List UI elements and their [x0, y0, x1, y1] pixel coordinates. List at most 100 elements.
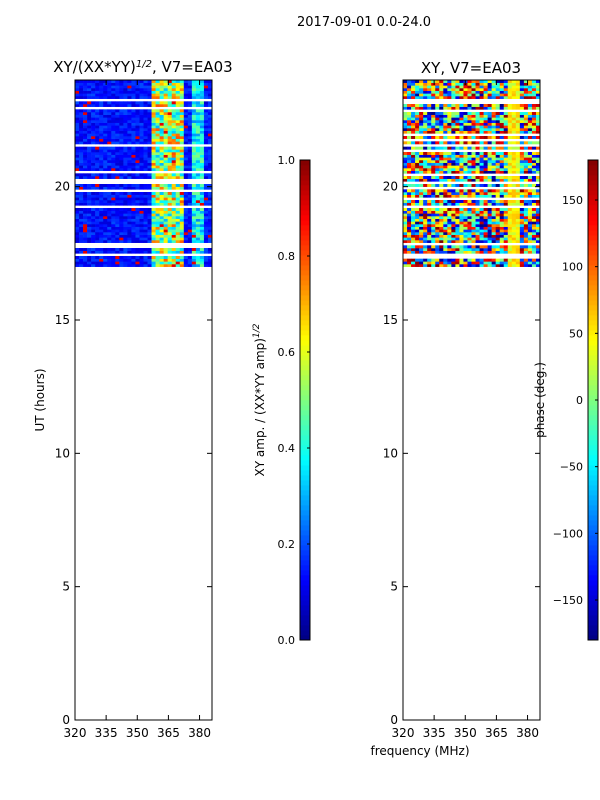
- right-heatmap-cell: [403, 82, 408, 86]
- right-heatmap-cell: [511, 128, 517, 131]
- phase-colorbar-swatch: [588, 575, 598, 581]
- left-heatmap-cell: [139, 80, 144, 83]
- left-heatmap-cell: [167, 109, 173, 113]
- left-panel-title: XY/(XX*YY)1/2, V7=EA03: [53, 58, 232, 76]
- left-heatmap-cell: [107, 248, 112, 251]
- left-axes-frame: [74, 79, 213, 721]
- right-heatmap-cell: [475, 224, 480, 227]
- left-heatmap-cell: [115, 250, 120, 254]
- right-heatmap-cell: [455, 178, 460, 182]
- left-heatmap-cell: [207, 202, 213, 206]
- right-heatmap-cell: [431, 200, 436, 203]
- right-heatmap-cell: [479, 250, 484, 254]
- left-heatmap-cell: [143, 234, 148, 238]
- left-heatmap-cell: [203, 114, 209, 118]
- left-heatmap-cell: [151, 152, 156, 155]
- left-heatmap-cell: [191, 264, 197, 267]
- right-heatmap-cell: [467, 152, 472, 155]
- left-heatmap-cell: [95, 221, 100, 225]
- right-heatmap-cell: [535, 152, 541, 155]
- left-heatmap-cell: [143, 173, 148, 177]
- left-heatmap-cell: [75, 224, 80, 227]
- left-heatmap-cell: [163, 133, 168, 137]
- left-heatmap-cell: [179, 210, 185, 214]
- left-heatmap-cell: [131, 240, 136, 243]
- right-heatmap-cell: [459, 88, 464, 91]
- left-heatmap-cell: [187, 93, 193, 97]
- left-heatmap-cell: [99, 114, 104, 118]
- left-heatmap-cell: [83, 133, 88, 137]
- left-heatmap-cell: [119, 194, 124, 198]
- right-heatmap-cell: [467, 202, 472, 206]
- right-heatmap-cell: [471, 264, 476, 267]
- right-heatmap-cell: [495, 261, 501, 265]
- right-heatmap-cell: [495, 141, 501, 145]
- left-heatmap-cell: [191, 232, 197, 235]
- right-heatmap-cell: [443, 114, 448, 118]
- left-heatmap-cell: [191, 141, 197, 145]
- left-heatmap-cell: [199, 120, 205, 123]
- right-heatmap-cell: [459, 250, 464, 254]
- left-heatmap-cell: [127, 138, 132, 142]
- left-heatmap-cell: [203, 130, 209, 134]
- right-heatmap-cell: [471, 224, 476, 227]
- right-heatmap-cell: [451, 240, 456, 243]
- left-heatmap-cell: [131, 192, 136, 195]
- left-heatmap-cell: [135, 200, 140, 203]
- right-heatmap-cell: [507, 165, 513, 169]
- right-heatmap-cell: [431, 178, 436, 182]
- left-heatmap-cell: [191, 218, 197, 222]
- left-heatmap-cell: [103, 112, 108, 115]
- amplitude-colorbar-swatch: [300, 160, 310, 166]
- right-heatmap-cell: [427, 178, 432, 182]
- amplitude-colorbar-swatch: [300, 580, 310, 586]
- right-heatmap-cell: [519, 162, 525, 166]
- right-heatmap-cell: [463, 168, 468, 171]
- right-heatmap-cell: [491, 224, 496, 227]
- right-heatmap-cell: [471, 245, 476, 249]
- right-heatmap-cell: [519, 264, 525, 267]
- left-heatmap-cell: [127, 200, 132, 203]
- left-heatmap-cell: [119, 162, 124, 166]
- left-heatmap-cell: [191, 93, 197, 97]
- right-heatmap-cell: [487, 152, 492, 155]
- left-heatmap-cell: [103, 149, 108, 153]
- right-heatmap-cell: [507, 234, 513, 238]
- right-heatmap-cell: [451, 152, 456, 155]
- left-heatmap-cell: [179, 138, 185, 142]
- left-heatmap-cell: [151, 197, 156, 201]
- left-heatmap-cell: [167, 114, 173, 118]
- right-heatmap-cell: [499, 125, 505, 129]
- right-heatmap-cell: [447, 234, 452, 238]
- phase-colorbar-label: phase (deg.): [533, 362, 547, 438]
- left-heatmap-cell: [95, 141, 100, 145]
- left-heatmap-cell: [95, 157, 100, 161]
- left-heatmap-cell: [143, 261, 148, 265]
- left-heatmap-cell: [91, 82, 96, 86]
- right-heatmap-cell: [479, 165, 484, 169]
- right-heatmap-cell: [411, 125, 416, 129]
- left-heatmap-cell: [171, 218, 177, 222]
- right-heatmap-cell: [423, 202, 428, 206]
- left-heatmap-cell: [143, 112, 148, 115]
- right-heatmap-cell: [523, 218, 529, 222]
- right-heatmap-cell: [423, 248, 428, 251]
- left-heatmap-cell: [107, 165, 112, 169]
- right-heatmap-cell: [535, 240, 541, 243]
- right-heatmap-cell: [507, 232, 513, 235]
- right-heatmap-cell: [427, 104, 432, 107]
- right-heatmap-cell: [415, 96, 420, 99]
- right-heatmap-cell: [471, 106, 476, 110]
- right-heatmap-cell: [447, 80, 452, 83]
- left-heatmap-cell: [203, 138, 209, 142]
- right-heatmap-cell: [459, 90, 464, 94]
- right-heatmap-cell: [431, 202, 436, 206]
- right-heatmap-cell: [531, 224, 537, 227]
- right-heatmap-cell: [503, 200, 509, 203]
- right-heatmap-cell: [479, 80, 484, 83]
- right-heatmap-cell: [519, 213, 525, 217]
- right-heatmap-cell: [515, 184, 521, 187]
- left-heatmap-cell: [83, 125, 88, 129]
- left-heatmap-cell: [195, 168, 201, 171]
- left-heatmap-cell: [131, 109, 136, 113]
